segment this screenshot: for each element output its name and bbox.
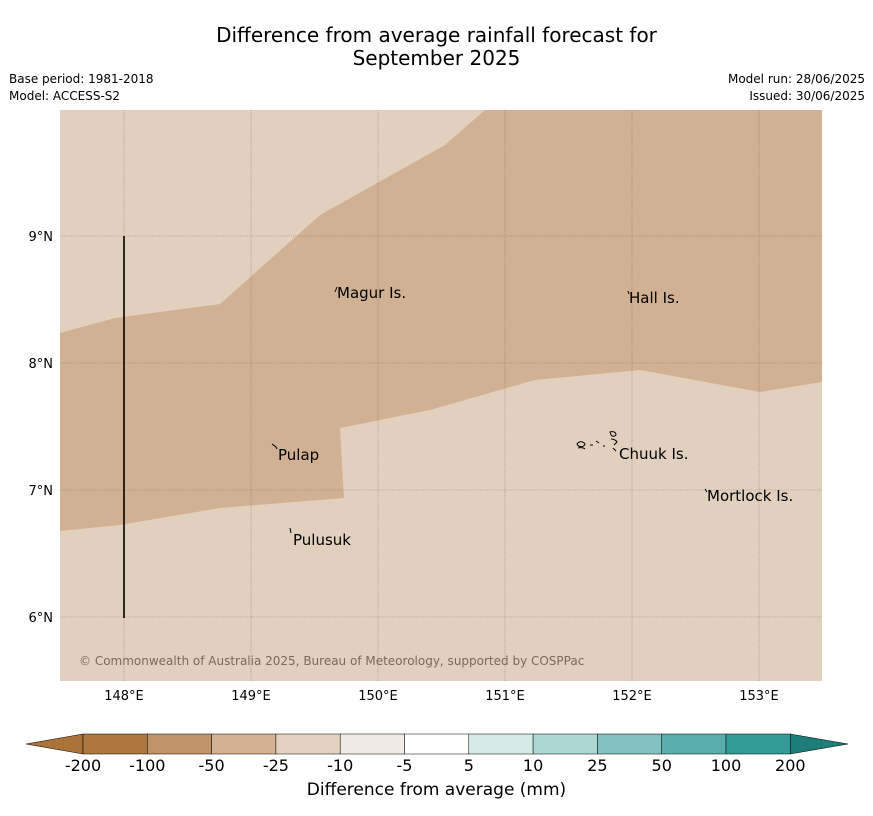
colorbar-swatch <box>339 733 405 755</box>
island-outlines <box>271 286 708 534</box>
colorbar-tick-label: -100 <box>129 756 165 775</box>
colorbar-tick-label: 200 <box>775 756 806 775</box>
graticule <box>60 110 822 681</box>
lon-label-152: 152°E <box>612 689 652 704</box>
colorbar-swatch <box>147 733 212 755</box>
magur-island-shape <box>334 286 338 293</box>
model-run-text: Model run: 28/06/2025 <box>727 72 865 86</box>
base-period-text: Base period: 1981-2018 <box>9 72 154 86</box>
colorbar-swatch <box>468 733 534 755</box>
chuuk-island-shapes <box>576 431 618 452</box>
colorbar-tick-label: -200 <box>65 756 101 775</box>
lat-label-9n: 9°N <box>29 230 54 245</box>
colorbar-swatch <box>532 733 598 755</box>
colorbar-swatch <box>275 733 341 755</box>
lat-label-6n: 6°N <box>29 611 54 626</box>
hall-island-shape <box>627 290 630 295</box>
place-label-hall: Hall Is. <box>629 289 680 307</box>
copyright-text: © Commonwealth of Australia 2025, Bureau… <box>79 654 584 668</box>
colorbar-swatch <box>725 733 791 755</box>
lon-label-153: 153°E <box>739 689 779 704</box>
lon-label-150: 150°E <box>358 689 398 704</box>
colorbar-swatch <box>82 733 148 755</box>
model-text: Model: ACCESS-S2 <box>9 89 121 103</box>
colorbar-label: Difference from average (mm) <box>306 780 567 800</box>
lon-label-148: 148°E <box>104 689 144 704</box>
colorbar-swatch <box>661 733 727 755</box>
place-label-chuuk: Chuuk Is. <box>619 445 688 463</box>
pulusuk-island-shape <box>289 527 292 534</box>
place-label-pulusuk: Pulusuk <box>293 531 351 549</box>
colorbar-tick-label: -50 <box>199 756 225 775</box>
rainfall-anomaly-region <box>60 110 822 531</box>
colorbar-tick-label: -10 <box>327 756 353 775</box>
lon-label-149: 149°E <box>231 689 271 704</box>
colorbar-extend-low <box>25 733 84 755</box>
colorbar-tick-label: -5 <box>397 756 413 775</box>
colorbar-tick-label: -25 <box>263 756 289 775</box>
colorbar-swatch <box>404 733 470 755</box>
map-title-line2: September 2025 <box>352 46 521 70</box>
place-label-pulap: Pulap <box>278 446 319 464</box>
colorbar-swatch <box>211 733 277 755</box>
lat-label-7n: 7°N <box>29 484 54 499</box>
rainfall-map: Magur Is. Hall Is. Pulap Chuuk Is. Mortl… <box>29 110 822 704</box>
mortlock-island-shape <box>704 488 708 493</box>
colorbar-extend-high <box>790 733 849 755</box>
place-label-mortlock: Mortlock Is. <box>707 487 793 505</box>
colorbar-tick-label: 100 <box>711 756 742 775</box>
colorbar-swatch <box>597 733 662 755</box>
lat-label-8n: 8°N <box>29 357 54 372</box>
colorbar-tick-labels: -200 -100 -50 -25 -10 -5 5 10 25 50 100 200 <box>65 756 806 775</box>
map-title-line1: Difference from average rainfall forecas… <box>216 23 657 47</box>
colorbar: -200 -100 -50 -25 -10 -5 5 10 25 50 100 200 <box>25 733 849 775</box>
lon-label-151: 151°E <box>485 689 525 704</box>
place-label-magur: Magur Is. <box>337 284 406 302</box>
colorbar-swatches <box>25 733 849 755</box>
pulap-island-shape <box>271 443 278 450</box>
colorbar-tick-label: 25 <box>587 756 607 775</box>
issued-text: Issued: 30/06/2025 <box>749 89 865 103</box>
colorbar-tick-label: 10 <box>523 756 543 775</box>
colorbar-tick-label: 50 <box>652 756 672 775</box>
colorbar-tick-label: 5 <box>464 756 474 775</box>
